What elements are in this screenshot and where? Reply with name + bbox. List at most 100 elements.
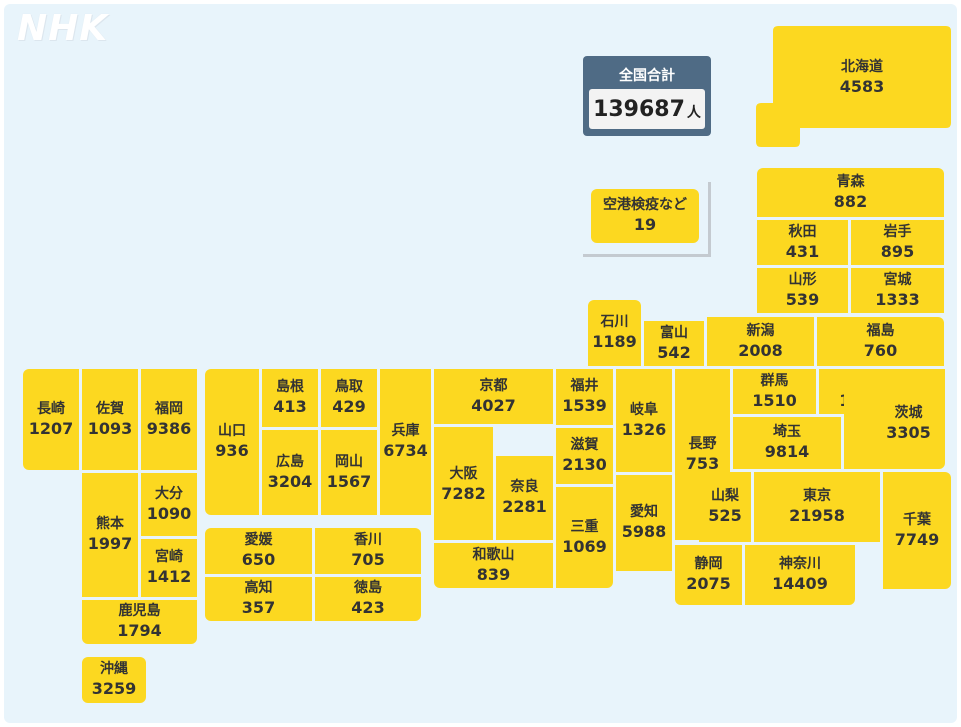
prefecture-count: 413 — [273, 397, 307, 417]
prefecture-count: 1207 — [28, 418, 74, 438]
national-total-value: 139687 — [593, 96, 685, 122]
prefecture-tile-mie: 三重 1069 — [556, 487, 613, 588]
prefecture-count: 760 — [863, 340, 898, 360]
national-total-display: 139687 人 — [589, 89, 705, 129]
prefecture-tile-tokushima: 徳島 423 — [315, 577, 421, 621]
prefecture-name: 兵庫 — [391, 423, 420, 440]
prefecture-name: 三重 — [570, 518, 599, 535]
prefecture-name: 香川 — [354, 532, 382, 549]
prefecture-count: 431 — [785, 241, 820, 261]
prefecture-tile-nara: 奈良 2281 — [496, 456, 553, 540]
prefecture-count: 4027 — [471, 395, 516, 415]
prefecture-count: 705 — [351, 550, 385, 570]
prefecture-tile-shizuoka: 静岡 2075 — [675, 545, 742, 605]
prefecture-count: 1333 — [875, 289, 920, 309]
prefecture-tile-niigata: 新潟 2008 — [707, 317, 814, 366]
prefecture-name: 千葉 — [903, 511, 931, 528]
prefecture-count: 357 — [241, 598, 276, 618]
prefecture-count: 19 — [633, 215, 657, 235]
prefecture-tile-aichi: 愛知 5988 — [616, 475, 672, 571]
airport-bracket-horizontal — [583, 254, 711, 257]
prefecture-count: 2075 — [686, 574, 731, 594]
prefecture-tile-yamaguchi: 山口 936 — [205, 369, 259, 515]
prefecture-name: 熊本 — [96, 516, 124, 533]
prefecture-name: 和歌山 — [472, 546, 515, 563]
prefecture-name: 北海道 — [841, 59, 883, 76]
prefecture-tile-hiroshima: 広島 3204 — [262, 430, 318, 515]
prefecture-count: 423 — [351, 598, 385, 618]
prefecture-tile-shimane: 島根 413 — [262, 369, 318, 427]
prefecture-name: 空港検疫など — [603, 197, 687, 214]
prefecture-tile-saga: 佐賀 1093 — [82, 369, 138, 470]
prefecture-name: 福岡 — [155, 400, 183, 417]
prefecture-name: 新潟 — [746, 322, 775, 339]
prefecture-tile-saitama: 埼玉 9814 — [733, 417, 841, 469]
prefecture-name: 大分 — [155, 485, 183, 502]
prefecture-tile-wakayama: 和歌山 839 — [434, 543, 553, 588]
prefecture-count: 936 — [215, 441, 249, 461]
prefecture-tile-iwate: 岩手 895 — [851, 220, 944, 265]
prefecture-tile-miyagi: 宮城 1333 — [851, 268, 944, 313]
prefecture-count: 1326 — [621, 419, 667, 439]
prefecture-name: 鹿児島 — [118, 603, 161, 620]
prefecture-count: 525 — [708, 506, 742, 526]
prefecture-tile-kochi: 高知 357 — [205, 577, 312, 621]
prefecture-tile-fukuoka: 福岡 9386 — [141, 369, 197, 470]
nhk-logo: NHK — [17, 8, 109, 49]
prefecture-tile-okinawa: 沖縄 3259 — [82, 657, 146, 703]
prefecture-count: 7282 — [441, 483, 486, 503]
national-total-box: 全国合計 139687 人 — [583, 56, 711, 136]
prefecture-name: 群馬 — [760, 372, 789, 389]
prefecture-count: 542 — [657, 342, 691, 362]
prefecture-count: 882 — [833, 191, 868, 211]
prefecture-name: 滋賀 — [570, 437, 599, 454]
prefecture-count: 1539 — [562, 396, 607, 416]
prefecture-name: 高知 — [244, 580, 273, 597]
prefecture-count: 539 — [785, 289, 820, 309]
prefecture-count: 1090 — [146, 503, 192, 523]
prefecture-count: 1412 — [146, 567, 192, 587]
prefecture-name: 宮崎 — [155, 549, 183, 566]
prefecture-count: 2008 — [738, 340, 783, 360]
prefecture-tile-kanagawa: 神奈川 14409 — [745, 545, 855, 605]
prefecture-name: 鳥取 — [335, 379, 363, 396]
prefecture-tile-yamagata: 山形 539 — [757, 268, 848, 313]
prefecture-name: 愛知 — [630, 504, 658, 521]
prefecture-tile-miyazaki: 宮崎 1412 — [141, 539, 197, 597]
prefecture-count: 21958 — [789, 506, 845, 526]
prefecture-count: 4583 — [839, 77, 885, 97]
prefecture-count: 14409 — [772, 574, 828, 594]
prefecture-count: 7749 — [894, 529, 940, 549]
prefecture-name: 静岡 — [694, 556, 723, 573]
prefecture-count: 1567 — [326, 471, 372, 491]
prefecture-name: 茨城 — [894, 405, 923, 422]
prefecture-name: 埼玉 — [773, 424, 801, 441]
prefecture-name: 愛媛 — [244, 532, 273, 549]
prefecture-tile-akita: 秋田 431 — [757, 220, 848, 265]
prefecture-name: 山梨 — [711, 488, 739, 505]
prefecture-tile-kyoto: 京都 4027 — [434, 369, 553, 424]
prefecture-name: 岩手 — [883, 223, 912, 240]
prefecture-count: 429 — [332, 397, 366, 417]
prefecture-tile-fukushima: 福島 760 — [817, 317, 944, 366]
prefecture-tile-fukui: 福井 1539 — [556, 369, 613, 425]
prefecture-count: 3305 — [886, 423, 931, 443]
prefecture-name: 沖縄 — [100, 661, 128, 678]
prefecture-name: 青森 — [836, 173, 865, 190]
prefecture-count: 2281 — [502, 497, 547, 517]
prefecture-count: 9386 — [146, 418, 192, 438]
airport-bracket-vertical — [708, 182, 711, 257]
prefecture-tile-chiba: 千葉 7749 — [883, 472, 951, 589]
hokkaido-outline — [756, 26, 951, 147]
national-total-label: 全国合計 — [619, 68, 675, 84]
prefecture-name: 島根 — [276, 379, 304, 396]
prefecture-name: 広島 — [276, 453, 304, 470]
prefecture-name: 京都 — [479, 377, 508, 394]
prefecture-count: 1510 — [752, 390, 797, 410]
prefecture-name: 秋田 — [788, 223, 817, 240]
prefecture-name: 福井 — [570, 378, 599, 395]
prefecture-count: 650 — [241, 550, 276, 570]
prefecture-tile-aomori: 青森 882 — [757, 168, 944, 217]
